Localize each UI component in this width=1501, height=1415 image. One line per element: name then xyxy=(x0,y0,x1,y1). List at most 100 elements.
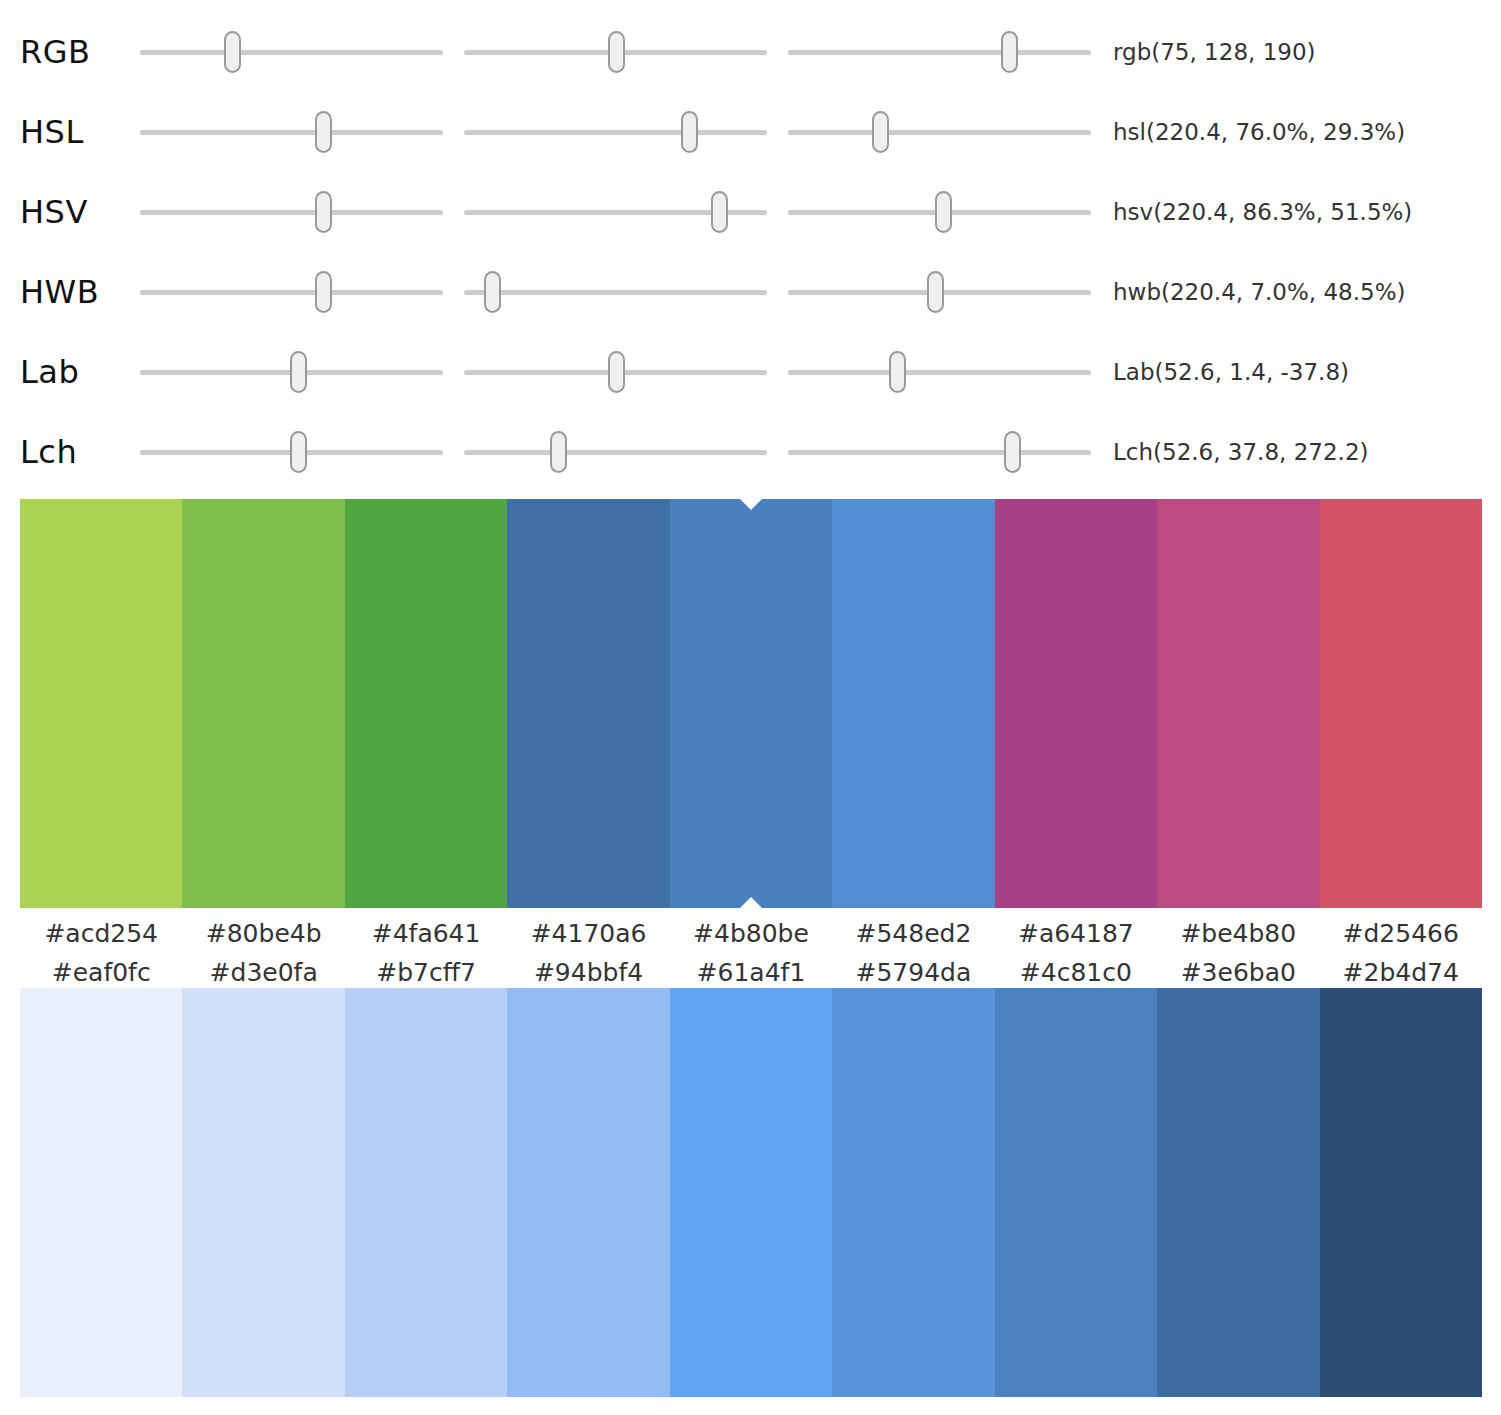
slider-track-line xyxy=(788,130,1091,135)
swatch-hex-label: #4c81c0 xyxy=(995,958,1157,987)
slider-thumb[interactable] xyxy=(315,191,332,233)
slider-track-line xyxy=(788,50,1091,55)
slider-value: rgb(75, 128, 190) xyxy=(1113,39,1316,65)
swatch-hex-label: #acd254 xyxy=(20,919,182,948)
palette-swatch[interactable] xyxy=(182,499,344,908)
slider-label: RGB xyxy=(0,33,140,71)
palette-swatch[interactable] xyxy=(1157,988,1319,1397)
slider-row-hwb: HWB hwb(220.4, 7.0%, 48.5%) xyxy=(0,252,1501,332)
palette-swatch[interactable] xyxy=(670,499,832,908)
slider-track-line xyxy=(788,450,1091,455)
slider-thumb[interactable] xyxy=(550,431,567,473)
slider-value: hwb(220.4, 7.0%, 48.5%) xyxy=(1113,279,1406,305)
palette-swatch[interactable] xyxy=(995,988,1157,1397)
swatch-hex-label: #a64187 xyxy=(995,919,1157,948)
slider-track-line xyxy=(140,290,443,295)
slider-track[interactable] xyxy=(464,412,767,492)
swatch-hex-label: #4170a6 xyxy=(507,919,669,948)
slider-track-line xyxy=(788,370,1091,375)
slider-row-lab: Lab Lab(52.6, 1.4, -37.8) xyxy=(0,332,1501,412)
swatch-hex-label: #4b80be xyxy=(670,919,832,948)
swatch-hex-label: #548ed2 xyxy=(832,919,994,948)
slider-thumb[interactable] xyxy=(681,111,698,153)
slider-thumb[interactable] xyxy=(315,271,332,313)
slider-thumb[interactable] xyxy=(935,191,952,233)
palette-swatch[interactable] xyxy=(832,499,994,908)
swatch-hex-label: #4fa641 xyxy=(345,919,507,948)
slider-track[interactable] xyxy=(140,92,443,172)
slider-value: Lab(52.6, 1.4, -37.8) xyxy=(1113,359,1349,385)
slider-track[interactable] xyxy=(788,252,1091,332)
slider-label: Lch xyxy=(0,433,140,471)
slider-thumb[interactable] xyxy=(1004,431,1021,473)
palette-swatch[interactable] xyxy=(670,988,832,1397)
slider-thumb[interactable] xyxy=(1001,31,1018,73)
slider-thumb[interactable] xyxy=(927,271,944,313)
color-sliders: RGB rgb(75, 128, 190) HSL hsl(220.4, xyxy=(0,0,1501,492)
slider-track[interactable] xyxy=(140,172,443,252)
slider-track[interactable] xyxy=(140,412,443,492)
hue-hex-labels: #acd254#80be4b#4fa641#4170a6#4b80be#548e… xyxy=(20,908,1482,952)
slider-track[interactable] xyxy=(464,12,767,92)
selected-swatch-notch-bottom xyxy=(740,897,762,908)
shade-palette xyxy=(20,988,1482,1397)
palette-swatch[interactable] xyxy=(345,499,507,908)
slider-label: HSV xyxy=(0,193,140,231)
slider-label: Lab xyxy=(0,353,140,391)
slider-track-line xyxy=(464,450,767,455)
swatch-hex-label: #d25466 xyxy=(1320,919,1482,948)
slider-track-line xyxy=(140,130,443,135)
selected-swatch-notch-top xyxy=(740,499,762,510)
palette-swatch[interactable] xyxy=(995,499,1157,908)
slider-track[interactable] xyxy=(140,332,443,412)
swatch-hex-label: #61a4f1 xyxy=(670,958,832,987)
slider-track[interactable] xyxy=(788,332,1091,412)
slider-thumb[interactable] xyxy=(224,31,241,73)
swatch-hex-label: #94bbf4 xyxy=(507,958,669,987)
slider-row-rgb: RGB rgb(75, 128, 190) xyxy=(0,12,1501,92)
palette-swatch[interactable] xyxy=(832,988,994,1397)
palette-swatch[interactable] xyxy=(20,988,182,1397)
swatch-hex-label: #2b4d74 xyxy=(1320,958,1482,987)
slider-thumb[interactable] xyxy=(290,431,307,473)
shade-hex-labels: #eaf0fc#d3e0fa#b7cff7#94bbf4#61a4f1#5794… xyxy=(20,952,1482,988)
slider-track[interactable] xyxy=(788,12,1091,92)
slider-track-line xyxy=(140,50,443,55)
palette-swatch[interactable] xyxy=(1320,988,1482,1397)
palette-swatch[interactable] xyxy=(1157,499,1319,908)
slider-thumb[interactable] xyxy=(290,351,307,393)
slider-value: hsl(220.4, 76.0%, 29.3%) xyxy=(1113,119,1405,145)
slider-thumb[interactable] xyxy=(872,111,889,153)
hue-palette xyxy=(20,499,1482,908)
slider-track[interactable] xyxy=(464,332,767,412)
swatch-hex-label: #be4b80 xyxy=(1157,919,1319,948)
swatch-hex-label: #eaf0fc xyxy=(20,958,182,987)
slider-row-hsl: HSL hsl(220.4, 76.0%, 29.3%) xyxy=(0,92,1501,172)
slider-track[interactable] xyxy=(788,412,1091,492)
swatch-hex-label: #d3e0fa xyxy=(182,958,344,987)
swatch-hex-label: #b7cff7 xyxy=(345,958,507,987)
palette-swatch[interactable] xyxy=(507,499,669,908)
slider-track-line xyxy=(464,290,767,295)
slider-track[interactable] xyxy=(140,12,443,92)
slider-track[interactable] xyxy=(464,252,767,332)
palette-swatch[interactable] xyxy=(182,988,344,1397)
slider-thumb[interactable] xyxy=(484,271,501,313)
palette-swatch[interactable] xyxy=(20,499,182,908)
slider-thumb[interactable] xyxy=(889,351,906,393)
slider-track[interactable] xyxy=(464,172,767,252)
palette-swatch[interactable] xyxy=(1320,499,1482,908)
slider-row-hsv: HSV hsv(220.4, 86.3%, 51.5%) xyxy=(0,172,1501,252)
slider-track[interactable] xyxy=(788,172,1091,252)
slider-track[interactable] xyxy=(464,92,767,172)
slider-thumb[interactable] xyxy=(608,351,625,393)
slider-thumb[interactable] xyxy=(711,191,728,233)
swatch-hex-label: #5794da xyxy=(832,958,994,987)
swatch-hex-label: #80be4b xyxy=(182,919,344,948)
palette-swatch[interactable] xyxy=(507,988,669,1397)
palette-swatch[interactable] xyxy=(345,988,507,1397)
slider-thumb[interactable] xyxy=(315,111,332,153)
slider-thumb[interactable] xyxy=(608,31,625,73)
slider-track[interactable] xyxy=(140,252,443,332)
slider-track[interactable] xyxy=(788,92,1091,172)
